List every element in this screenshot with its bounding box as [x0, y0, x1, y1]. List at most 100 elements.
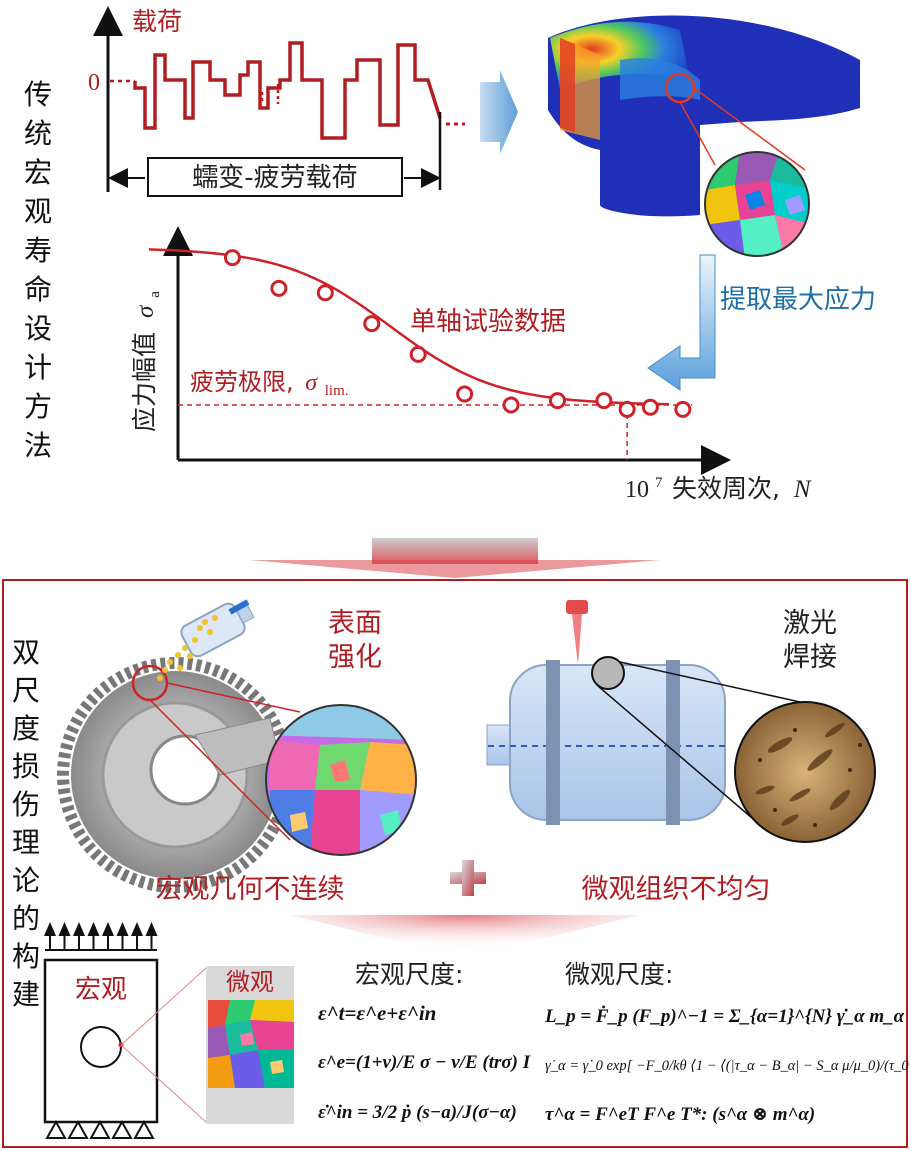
blue-arrow-down-left — [647, 254, 716, 391]
plus-symbol — [450, 860, 486, 896]
merge-arrow — [290, 915, 640, 958]
zoom-line — [619, 661, 801, 703]
plus-v — [462, 860, 474, 896]
support-triangle — [133, 1119, 155, 1139]
sn-point — [548, 392, 566, 410]
bottom-vertical-char: 的 — [12, 902, 40, 935]
bottom-vertical-char: 建 — [12, 978, 40, 1011]
bottom-vertical-char: 理 — [12, 826, 40, 859]
x-axis-label-text: 失效周次, — [672, 474, 780, 503]
blue-arrow-right — [480, 70, 518, 154]
fem-face-hot — [560, 38, 575, 132]
bottom-vertical-char: 伤 — [12, 788, 40, 821]
load-arrow-head — [145, 922, 158, 936]
grain-map-2-border — [265, 704, 417, 856]
top-vertical-char: 观 — [24, 195, 52, 228]
top-vertical-label: 传 统 宏 观 寿 命 设 计 方 法 — [24, 78, 52, 462]
extract-label: 提取最大应力 — [720, 285, 876, 315]
top-vertical-char: 统 — [24, 117, 52, 150]
load-arrow-head — [73, 922, 85, 936]
zero-label: 0 — [88, 70, 100, 96]
micro-box: 微观 — [206, 966, 294, 1124]
zoom-line — [120, 967, 207, 1046]
support-triangle — [89, 1119, 111, 1139]
x-tick-base: 10 — [625, 477, 649, 503]
laser-label-1: 激光 — [783, 608, 837, 639]
zoom-line — [597, 685, 753, 819]
top-vertical-char: 宏 — [24, 156, 52, 189]
load-arrow-head — [58, 922, 71, 936]
gear-model — [57, 599, 301, 893]
bottom-vertical-char: 构 — [12, 940, 40, 973]
surface-label-2: 强化 — [328, 642, 382, 673]
macro-box-label: 宏观 — [75, 975, 127, 1005]
eq-micro-3: τ^α = F^eT F^e T*: (s^α ⊗ m^α) — [545, 1104, 815, 1125]
bottom-vertical-char: 损 — [12, 750, 40, 783]
laser-head — [566, 600, 588, 614]
zoom-line — [120, 1044, 207, 1123]
bottom-vertical-label: 双 尺 度 损 伤 理 论 的 构 建 — [12, 636, 40, 1011]
eq-micro-1: L_p = Ḟ_p (F_p)^−1 = Σ_{α=1}^{N} γ̇_α m_… — [544, 1005, 911, 1027]
load-arrow-head — [87, 922, 100, 936]
eq-macro-3: ε̇^in = 3/2 ṗ (s−a)/J(σ−α) — [318, 1102, 517, 1123]
zoom-line — [166, 682, 301, 713]
sn-point — [456, 385, 474, 403]
sn-point — [270, 279, 288, 297]
x-axis-label-sym: N — [793, 476, 812, 503]
macro-equations: ε^t=ε^e+ε^in ε^e=(1+ν)/E σ − ν/E (trσ) I… — [318, 1001, 531, 1123]
data-label: 单轴试验数据 — [410, 307, 566, 337]
load-arrow-head — [44, 922, 56, 936]
y-axis-label: 应力幅值 σ a — [130, 291, 163, 432]
top-vertical-char: 寿 — [24, 234, 52, 267]
laser-beam — [572, 614, 582, 665]
x-tick-label: 10 7 — [625, 475, 663, 503]
bottom-frame — [2, 579, 908, 1148]
limit-label: 疲劳极限, σ lim. — [190, 368, 349, 399]
nozzle-arrow — [228, 599, 250, 615]
sn-point — [618, 400, 636, 418]
sn-point — [502, 396, 520, 414]
micro-inhomogeneity-label: 微观组织不均匀 — [582, 874, 771, 905]
top-vertical-char: 传 — [24, 78, 52, 111]
sn-point — [674, 400, 692, 418]
eq-macro-1: ε^t=ε^e+ε^in — [318, 1001, 436, 1025]
load-signal — [133, 41, 442, 140]
fem-model — [548, 15, 860, 257]
big-arrow-body — [372, 538, 538, 564]
limit-label-sym: σ — [305, 370, 318, 396]
macro-discontinuity-label: 宏观几何不连续 — [156, 874, 345, 905]
sn-point — [641, 398, 659, 416]
top-vertical-char: 法 — [24, 429, 52, 462]
zoom-line — [693, 87, 806, 171]
micro-grains — [208, 1000, 294, 1088]
bottom-vertical-char: 度 — [12, 712, 40, 745]
load-arrows — [44, 922, 158, 950]
load-history: 载荷 0 蠕变-疲劳载荷 — [88, 6, 465, 197]
support-triangle — [67, 1119, 89, 1139]
load-arrow-head — [116, 922, 129, 936]
creep-fatigue-label: 蠕变-疲劳载荷 — [192, 163, 357, 193]
limit-label-sub: lim. — [325, 383, 349, 399]
macro-scale-title: 宏观尺度: — [355, 960, 463, 989]
y-axis-label-sub: a — [147, 291, 163, 298]
load-arrow-head — [102, 922, 114, 936]
weld-microstructure — [735, 702, 875, 842]
y-axis-label-text: 应力幅值 — [130, 332, 159, 432]
x-tick-exp: 7 — [655, 475, 663, 491]
sn-point — [409, 345, 427, 363]
grain-map-1-border — [704, 151, 810, 257]
support-triangle — [45, 1119, 67, 1139]
micro-equations: L_p = Ḟ_p (F_p)^−1 = Σ_{α=1}^{N} γ̇_α m_… — [544, 1005, 911, 1125]
micro-box-label: 微观 — [226, 968, 274, 996]
bottom-vertical-char: 双 — [12, 636, 40, 669]
fem-band — [620, 58, 700, 100]
support-triangle — [111, 1119, 133, 1139]
weld-zoom-spot — [591, 656, 625, 690]
bottom-vertical-char: 尺 — [12, 674, 40, 707]
sn-chart: 应力幅值 σ a 单轴试验数据 疲劳极限, σ lim. 10 7 失效周次, … — [130, 226, 812, 503]
tank-band — [546, 660, 560, 825]
sn-point — [223, 249, 241, 267]
sn-point — [595, 392, 613, 410]
laser-label-2: 焊接 — [783, 642, 837, 673]
